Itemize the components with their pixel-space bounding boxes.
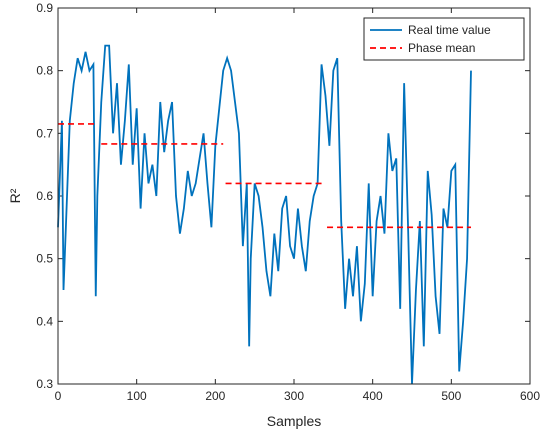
y-axis-label: R² — [7, 188, 23, 203]
series-line — [58, 123, 471, 229]
x-tick-label: 300 — [284, 389, 304, 403]
y-tick-label: 0.9 — [36, 1, 53, 15]
y-tick-label: 0.8 — [36, 64, 53, 78]
series-line — [57, 44, 472, 385]
x-tick-label: 500 — [441, 389, 461, 403]
y-tick-label: 0.5 — [36, 252, 53, 266]
axes-box — [57, 7, 531, 385]
y-tick-label: 0.4 — [36, 314, 53, 328]
legend-box — [363, 17, 525, 61]
y-tick-label: 0.6 — [36, 189, 53, 203]
x-tick-label: 200 — [205, 389, 225, 403]
x-axis-label: Samples — [267, 413, 321, 429]
y-tick-label: 0.7 — [36, 126, 53, 140]
legend-label: Real time value — [408, 23, 491, 37]
x-tick-label: 400 — [363, 389, 383, 403]
x-tick-label: 600 — [520, 389, 540, 403]
x-tick-label: 0 — [55, 389, 62, 403]
x-tick-label: 100 — [127, 389, 147, 403]
y-tick-label: 0.3 — [36, 377, 53, 391]
legend-label: Phase mean — [408, 41, 475, 55]
